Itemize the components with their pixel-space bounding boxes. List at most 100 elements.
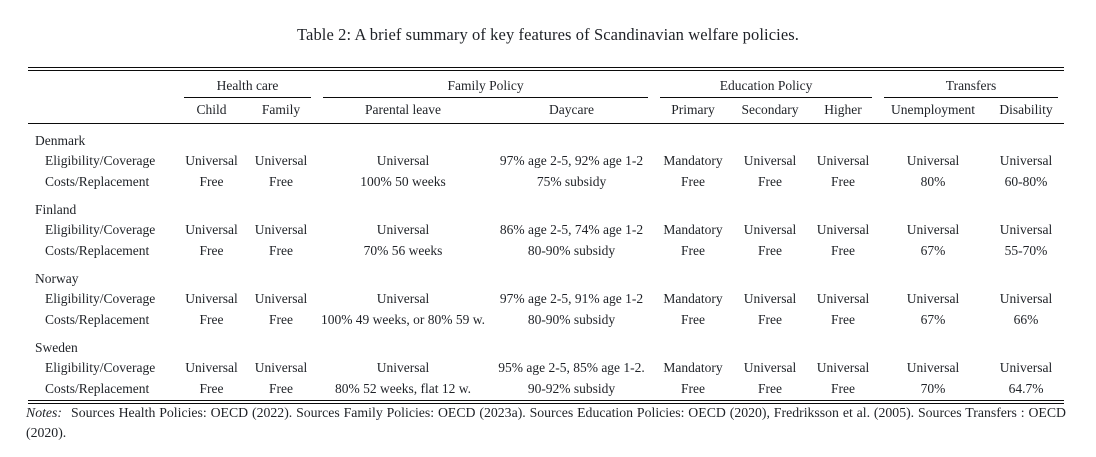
table-cell: 67% [920, 243, 946, 258]
table-cell: Universal [743, 291, 797, 306]
row-label: Costs/Replacement [45, 381, 150, 396]
table-cell: Universal [999, 153, 1053, 168]
table-row: Eligibility/Coverage Universal Universal… [28, 151, 1064, 172]
row-label: Eligibility/Coverage [45, 360, 156, 375]
table-row: Costs/Replacement Free Free 80% 52 weeks… [28, 379, 1064, 400]
country-name: Sweden [35, 340, 78, 355]
table-cell: Universal [185, 153, 238, 168]
column-header-higher: Higher [808, 98, 879, 124]
table-cell: Free [758, 243, 783, 258]
table-cell: Universal [906, 291, 960, 306]
column-header-disability: Disability [988, 98, 1065, 124]
table-bottom-rule [28, 400, 1064, 404]
table-cell: Universal [816, 222, 870, 237]
table-cell: 66% [1013, 312, 1039, 327]
table-cell: Mandatory [663, 291, 723, 306]
table-notes: Notes: Sources Health Policies: OECD (202… [26, 403, 1066, 442]
table-cell: 55-70% [1004, 243, 1048, 258]
empty-cell [178, 193, 1064, 220]
row-label: Costs/Replacement [45, 312, 150, 327]
table-cell: Universal [999, 360, 1053, 375]
table-cell: Free [269, 174, 293, 189]
stub-header [28, 71, 178, 98]
table-cell: Universal [376, 222, 430, 237]
country-name: Finland [35, 202, 77, 217]
table-cell: 60-80% [1004, 174, 1048, 189]
table-cell: Universal [376, 291, 430, 306]
table-cell: Universal [254, 360, 308, 375]
table-cell: Universal [743, 360, 797, 375]
table-title: Table 2: A brief summary of key features… [297, 25, 799, 44]
group-label: Family Policy [323, 78, 649, 98]
group-header-transfers: Transfers [878, 71, 1064, 98]
table-cell: Universal [254, 291, 308, 306]
table-cell: Universal [999, 222, 1053, 237]
table-cell: Free [681, 243, 706, 258]
column-header-family: Family [245, 98, 317, 124]
row-label: Costs/Replacement [45, 174, 150, 189]
table-cell: Universal [254, 222, 308, 237]
table-cell: 97% age 2-5, 91% age 1-2 [499, 291, 644, 306]
table-cell: Universal [185, 291, 238, 306]
table-row: Costs/Replacement Free Free 100% 49 week… [28, 310, 1064, 331]
table-cell: 80-90% subsidy [527, 312, 616, 327]
country-name: Norway [35, 271, 79, 286]
column-header-daycare: Daycare [489, 98, 655, 124]
table-cell: 70% [920, 381, 946, 396]
group-header-row: Health care Family Policy Education Poli… [28, 71, 1064, 98]
table-cell: Free [831, 381, 856, 396]
table-cell: Universal [906, 222, 960, 237]
country-row-sweden: Sweden [28, 331, 1064, 358]
table-cell: Free [199, 381, 224, 396]
column-header-parental-leave: Parental leave [317, 98, 489, 124]
table-cell: Free [831, 243, 856, 258]
table-cell: Universal [999, 291, 1053, 306]
table-row: Eligibility/Coverage Universal Universal… [28, 289, 1064, 310]
table-cell: Universal [254, 153, 308, 168]
notes-label: Notes: [26, 405, 63, 420]
table-cell: Free [199, 312, 224, 327]
group-label: Health care [184, 78, 311, 98]
table-container: Health care Family Policy Education Poli… [28, 67, 1065, 404]
table-row: Costs/Replacement Free Free 100% 50 week… [28, 172, 1064, 193]
table-cell: 70% 56 weeks [363, 243, 443, 258]
table-cell: 64.7% [1008, 381, 1044, 396]
table-cell: 80% [920, 174, 946, 189]
group-label: Education Policy [660, 78, 873, 98]
empty-cell [178, 331, 1064, 358]
table-cell: Universal [816, 360, 870, 375]
table-top-rule [28, 67, 1064, 71]
stub-header [28, 98, 178, 124]
table-cell: Universal [906, 153, 960, 168]
table-cell: Free [269, 381, 293, 396]
table-cell: 100% 50 weeks [360, 174, 446, 189]
table-cell: Free [199, 243, 224, 258]
group-header-family-policy: Family Policy [317, 71, 654, 98]
country-row-denmark: Denmark [28, 124, 1064, 152]
table-cell: 80% 52 weeks, flat 12 w. [335, 381, 471, 396]
table-cell: Mandatory [663, 222, 723, 237]
table-cell: Free [831, 312, 856, 327]
table-cell: 100% 49 weeks, or 80% 59 w. [320, 312, 486, 327]
row-label: Eligibility/Coverage [45, 222, 156, 237]
table-cell: Free [758, 174, 783, 189]
row-label: Costs/Replacement [45, 243, 150, 258]
table-cell: 80-90% subsidy [527, 243, 616, 258]
table-cell: 67% [920, 312, 946, 327]
column-header-unemployment: Unemployment [878, 98, 989, 124]
table-cell: Universal [743, 153, 797, 168]
empty-cell [178, 124, 1064, 152]
column-header-primary: Primary [654, 98, 733, 124]
group-header-health-care: Health care [178, 71, 317, 98]
table-cell: Universal [185, 222, 238, 237]
row-label: Eligibility/Coverage [45, 153, 156, 168]
column-header-child: Child [178, 98, 245, 124]
table-cell: 75% subsidy [536, 174, 607, 189]
empty-cell [178, 262, 1064, 289]
table-cell: Universal [743, 222, 797, 237]
table-cell: Universal [816, 291, 870, 306]
table-row: Eligibility/Coverage Universal Universal… [28, 358, 1064, 379]
welfare-policy-table: Health care Family Policy Education Poli… [28, 71, 1065, 400]
table-row: Costs/Replacement Free Free 70% 56 weeks… [28, 241, 1064, 262]
